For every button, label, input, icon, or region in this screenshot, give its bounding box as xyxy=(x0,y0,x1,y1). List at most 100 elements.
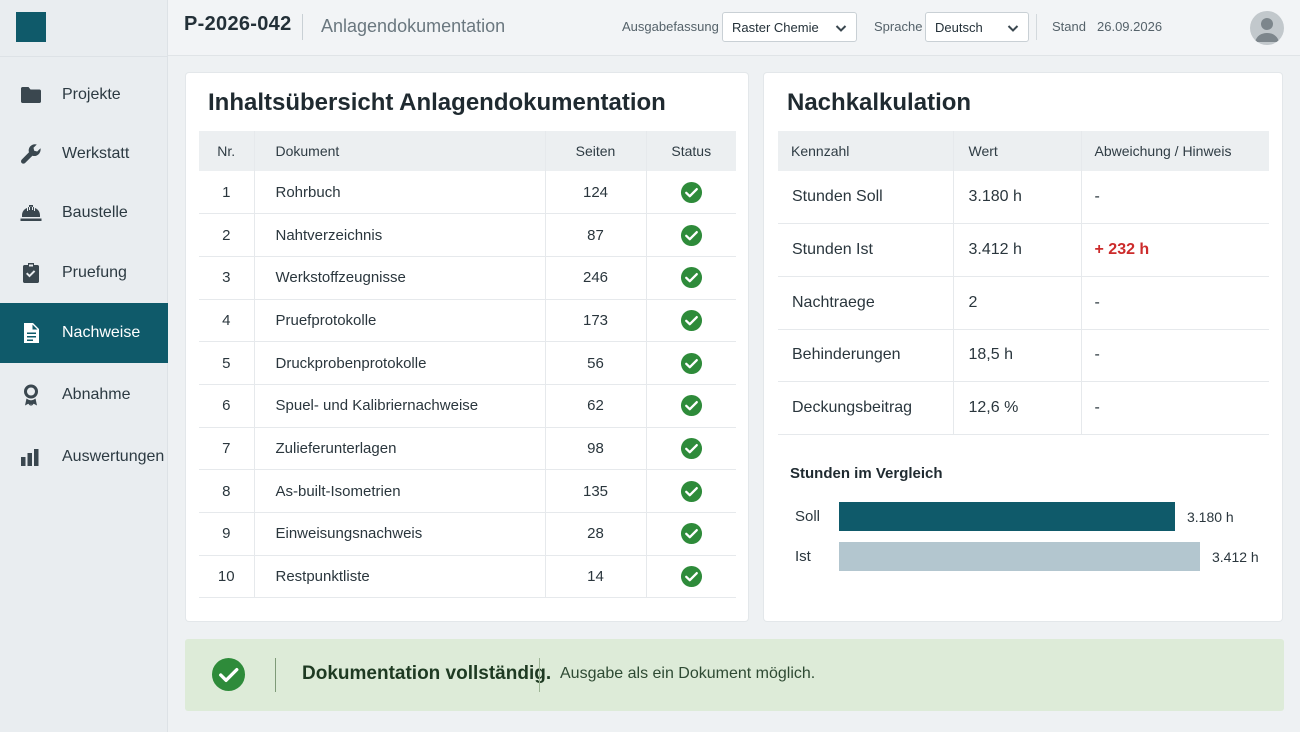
row-number: 3 xyxy=(199,256,255,300)
check-circle-icon xyxy=(680,437,703,460)
metric-note: - xyxy=(1081,329,1269,383)
row-number: 4 xyxy=(199,299,255,343)
table-row[interactable]: 9 Einweisungsnachweis 28 xyxy=(199,512,736,556)
document-name: Einweisungsnachweis xyxy=(254,512,546,556)
row-number: 6 xyxy=(199,384,255,428)
page-count: 124 xyxy=(545,171,647,215)
sidebar-item-label: Pruefung xyxy=(62,264,127,281)
language-select-value: Deutsch xyxy=(935,19,983,35)
table-header-row: Nr. Dokument Seiten Status xyxy=(199,131,736,171)
edition-select[interactable]: Raster Chemie xyxy=(722,12,857,42)
sidebar-divider xyxy=(0,56,168,57)
sidebar-item-pruefung[interactable]: Pruefung xyxy=(0,243,168,303)
sidebar-item-baustelle[interactable]: Baustelle xyxy=(0,183,168,243)
column-header[interactable]: Kennzahl xyxy=(778,131,954,171)
metric-note: - xyxy=(1081,171,1269,225)
bar-soll xyxy=(839,502,1175,531)
column-header[interactable]: Dokument xyxy=(254,131,546,171)
contents-title: Inhaltsübersicht Anlagendokumentation xyxy=(208,89,666,116)
column-header[interactable]: Abweichung / Hinweis xyxy=(1081,131,1269,171)
app-logo[interactable] xyxy=(16,12,46,42)
bar-category-label: Ist xyxy=(795,548,811,565)
column-header[interactable]: Seiten xyxy=(545,131,647,171)
row-number: 9 xyxy=(199,512,255,556)
table-row[interactable]: 6 Spuel- und Kalibriernachweise 62 xyxy=(199,384,736,428)
document-name: Spuel- und Kalibriernachweise xyxy=(254,384,546,428)
check-circle-icon xyxy=(680,522,703,545)
column-header[interactable]: Wert xyxy=(953,131,1082,171)
table-row[interactable]: 2 Nahtverzeichnis 87 xyxy=(199,213,736,257)
row-number: 1 xyxy=(199,171,255,215)
check-circle-icon xyxy=(680,224,703,247)
page-count: 246 xyxy=(545,256,647,300)
sidebar-item-projekte[interactable]: Projekte xyxy=(0,65,168,125)
table-row[interactable]: Nachtraege 2 - xyxy=(778,276,1269,330)
metric-note: - xyxy=(1081,276,1269,330)
metric-value: 12,6 % xyxy=(953,381,1082,435)
edition-select-value: Raster Chemie xyxy=(732,19,819,35)
check-circle-icon xyxy=(680,352,703,375)
language-label: Sprache xyxy=(874,19,923,34)
table-row[interactable]: 3 Werkstoffzeugnisse 246 xyxy=(199,256,736,300)
sidebar-item-label: Werkstatt xyxy=(62,145,130,162)
sidebar-item-auswertungen[interactable]: Auswertungen xyxy=(0,427,168,487)
row-number: 5 xyxy=(199,341,255,385)
column-header[interactable]: Nr. xyxy=(199,131,255,171)
check-circle-icon xyxy=(680,181,703,204)
table-row[interactable]: 10 Restpunktliste 14 xyxy=(199,555,736,599)
metric-name: Deckungsbeitrag xyxy=(778,381,954,435)
check-circle-icon xyxy=(680,394,703,417)
bar-chart-icon xyxy=(18,444,44,470)
banner-divider xyxy=(275,658,276,692)
metric-note-deviation: + 232 h xyxy=(1081,223,1269,277)
row-number: 2 xyxy=(199,213,255,257)
bar-value-label: 3.180 h xyxy=(1187,509,1234,525)
page-count: 14 xyxy=(545,555,647,599)
column-header[interactable]: Status xyxy=(646,131,736,171)
document-name: As-built-Isometrien xyxy=(254,469,546,513)
hardhat-icon xyxy=(18,200,44,226)
user-icon xyxy=(1255,18,1279,42)
avatar[interactable] xyxy=(1250,11,1284,45)
table-row[interactable]: 1 Rohrbuch 124 xyxy=(199,171,736,215)
project-id: P-2026-042 xyxy=(184,13,292,35)
clipboard-check-icon xyxy=(18,260,44,286)
banner-divider xyxy=(539,658,540,692)
contents-table: Nr. Dokument Seiten Status 1 Rohrbuch 12… xyxy=(199,131,736,599)
calc-panel: Nachkalkulation Kennzahl Wert Abweichung… xyxy=(764,73,1282,621)
sidebar-item-label: Abnahme xyxy=(62,386,131,403)
header-divider xyxy=(302,14,303,40)
award-icon xyxy=(18,382,44,408)
row-number: 7 xyxy=(199,427,255,471)
row-number: 10 xyxy=(199,555,255,599)
bar-value-label: 3.412 h xyxy=(1212,549,1259,565)
table-row[interactable]: 4 Pruefprotokolle 173 xyxy=(199,299,736,343)
page-title: Anlagendokumentation xyxy=(321,16,506,36)
sidebar-item-label: Projekte xyxy=(62,86,121,103)
table-row[interactable]: Stunden Ist 3.412 h + 232 h xyxy=(778,223,1269,277)
page-count: 28 xyxy=(545,512,647,556)
sidebar-item-werkstatt[interactable]: Werkstatt xyxy=(0,124,168,184)
metric-note: - xyxy=(1081,381,1269,435)
table-row[interactable]: Behinderungen 18,5 h - xyxy=(778,329,1269,383)
status-banner: Dokumentation vollständig. Ausgabe als e… xyxy=(185,639,1284,711)
top-header: P-2026-042 Anlagendokumentation Ausgabef… xyxy=(168,0,1300,56)
language-select[interactable]: Deutsch xyxy=(925,12,1029,42)
row-number: 8 xyxy=(199,469,255,513)
document-name: Werkstoffzeugnisse xyxy=(254,256,546,300)
metric-name: Stunden Ist xyxy=(778,223,954,277)
table-row[interactable]: 5 Druckprobenprotokolle 56 xyxy=(199,341,736,385)
sidebar-item-label: Auswertungen xyxy=(62,448,165,465)
folder-icon xyxy=(18,82,44,108)
calc-title: Nachkalkulation xyxy=(787,89,972,116)
table-row[interactable]: Deckungsbeitrag 12,6 % - xyxy=(778,381,1269,435)
sidebar-item-nachweise[interactable]: Nachweise xyxy=(0,303,168,363)
table-row[interactable]: 7 Zulieferunterlagen 98 xyxy=(199,427,736,471)
calc-table: Kennzahl Wert Abweichung / Hinweis Stund… xyxy=(778,131,1269,435)
metric-name: Behinderungen xyxy=(778,329,954,383)
document-name: Restpunktliste xyxy=(254,555,546,599)
table-row[interactable]: 8 As-built-Isometrien 135 xyxy=(199,469,736,513)
table-row[interactable]: Stunden Soll 3.180 h - xyxy=(778,171,1269,225)
metric-value: 2 xyxy=(953,276,1082,330)
sidebar-item-abnahme[interactable]: Abnahme xyxy=(0,365,168,425)
